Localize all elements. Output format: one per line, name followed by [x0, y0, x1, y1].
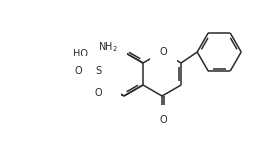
Text: HO: HO [73, 49, 88, 59]
Text: O: O [74, 66, 82, 76]
Text: O: O [159, 115, 167, 125]
Text: O: O [95, 88, 102, 98]
Text: NH$_2$: NH$_2$ [98, 41, 118, 54]
Text: O: O [104, 83, 111, 93]
Text: O: O [159, 47, 167, 57]
Text: S: S [96, 66, 102, 76]
